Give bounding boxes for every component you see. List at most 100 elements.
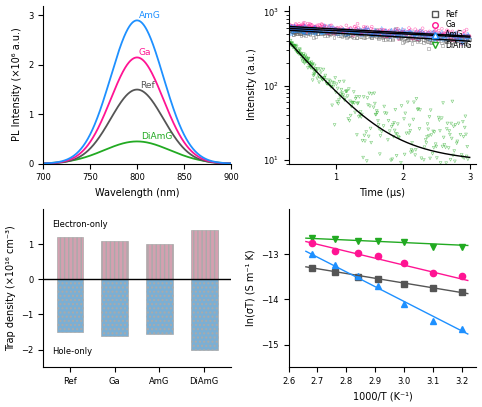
Ga bbox=[462, 36, 470, 42]
Ga bbox=[400, 26, 407, 33]
Ref bbox=[453, 36, 461, 42]
Ref bbox=[415, 31, 423, 37]
Ref bbox=[426, 36, 433, 43]
Ga bbox=[436, 31, 444, 38]
DiAmG bbox=[293, 47, 301, 54]
AmG bbox=[439, 35, 446, 42]
Ga bbox=[288, 23, 296, 29]
AmG bbox=[415, 35, 422, 41]
Ga bbox=[348, 28, 355, 34]
Ref bbox=[306, 28, 313, 35]
DiAmG bbox=[393, 153, 401, 159]
AmG bbox=[307, 26, 315, 33]
Ref bbox=[397, 35, 405, 42]
DiAmG bbox=[333, 81, 340, 88]
Ref bbox=[408, 33, 415, 39]
DiAmG bbox=[405, 130, 413, 136]
DiAmG bbox=[413, 243, 421, 249]
AmG bbox=[311, 24, 319, 31]
Ref bbox=[348, 29, 355, 35]
Ref bbox=[347, 31, 355, 38]
DiAmG bbox=[360, 94, 368, 100]
AmG bbox=[308, 27, 316, 34]
Ref bbox=[311, 29, 319, 36]
Ga bbox=[395, 36, 402, 42]
AmG bbox=[327, 28, 335, 35]
Ref bbox=[464, 35, 472, 41]
Ref bbox=[289, 31, 297, 37]
AmG bbox=[397, 30, 404, 37]
DiAmG bbox=[366, 103, 374, 109]
Ga bbox=[380, 27, 388, 33]
Ref bbox=[311, 28, 319, 35]
Ga bbox=[465, 32, 473, 39]
Ref bbox=[450, 37, 458, 44]
DiAmG bbox=[369, 218, 377, 225]
DiAmG bbox=[346, 98, 354, 105]
AmG bbox=[466, 34, 474, 40]
Y-axis label: PL Intensity (×10⁶ a.u.): PL Intensity (×10⁶ a.u.) bbox=[13, 28, 23, 142]
Ga bbox=[424, 32, 431, 38]
AmG bbox=[285, 26, 293, 33]
DiAmG bbox=[373, 108, 381, 114]
AmG bbox=[422, 33, 429, 39]
Ga bbox=[354, 20, 362, 27]
Ref bbox=[439, 42, 446, 48]
DiAmG bbox=[452, 175, 460, 181]
Ga bbox=[454, 33, 462, 40]
AmG bbox=[354, 31, 362, 37]
Ref bbox=[404, 33, 412, 39]
Ref bbox=[380, 31, 388, 37]
Ref bbox=[402, 31, 409, 38]
DiAmG bbox=[310, 67, 318, 73]
DiAmG bbox=[407, 149, 415, 155]
DiAmG bbox=[461, 124, 469, 131]
AmG bbox=[349, 29, 357, 36]
Bar bbox=[191, 230, 217, 279]
Ga bbox=[356, 29, 363, 36]
Ref bbox=[311, 33, 319, 39]
Ga bbox=[365, 30, 373, 37]
Ref bbox=[341, 30, 349, 37]
AmG bbox=[419, 28, 427, 35]
AmG bbox=[295, 24, 303, 30]
AmG bbox=[330, 26, 338, 33]
Ga bbox=[434, 35, 442, 41]
DiAmG bbox=[306, 61, 314, 67]
Ga bbox=[433, 33, 441, 40]
Ga bbox=[307, 22, 314, 28]
AmG bbox=[339, 26, 347, 33]
AmG bbox=[296, 24, 304, 31]
Ga bbox=[387, 33, 394, 39]
AmG bbox=[348, 28, 356, 35]
DiAmG bbox=[431, 177, 439, 184]
DiAmG bbox=[307, 64, 314, 70]
Ref bbox=[337, 32, 345, 39]
Ref bbox=[318, 29, 325, 35]
AmG bbox=[299, 24, 307, 31]
Ga bbox=[402, 31, 409, 37]
Ga bbox=[406, 28, 414, 34]
AmG bbox=[441, 33, 448, 39]
AmG bbox=[300, 29, 308, 35]
Ref bbox=[374, 31, 381, 37]
DiAmG bbox=[410, 116, 417, 123]
Ga bbox=[466, 33, 474, 40]
AmG bbox=[342, 32, 349, 38]
AmG bbox=[302, 26, 309, 32]
DiAmG bbox=[359, 154, 367, 161]
Ref bbox=[294, 30, 301, 37]
DiAmG bbox=[459, 118, 467, 125]
AmG bbox=[465, 32, 472, 38]
DiAmG bbox=[381, 110, 388, 116]
Ref bbox=[336, 28, 344, 35]
Ref bbox=[295, 24, 303, 31]
Ga bbox=[361, 25, 368, 32]
Ref bbox=[466, 36, 474, 43]
Ga bbox=[462, 33, 469, 40]
DiAmG bbox=[423, 140, 430, 146]
AmG bbox=[311, 24, 319, 31]
AmG bbox=[454, 33, 462, 39]
AmG bbox=[437, 33, 445, 39]
AmG bbox=[306, 25, 314, 31]
